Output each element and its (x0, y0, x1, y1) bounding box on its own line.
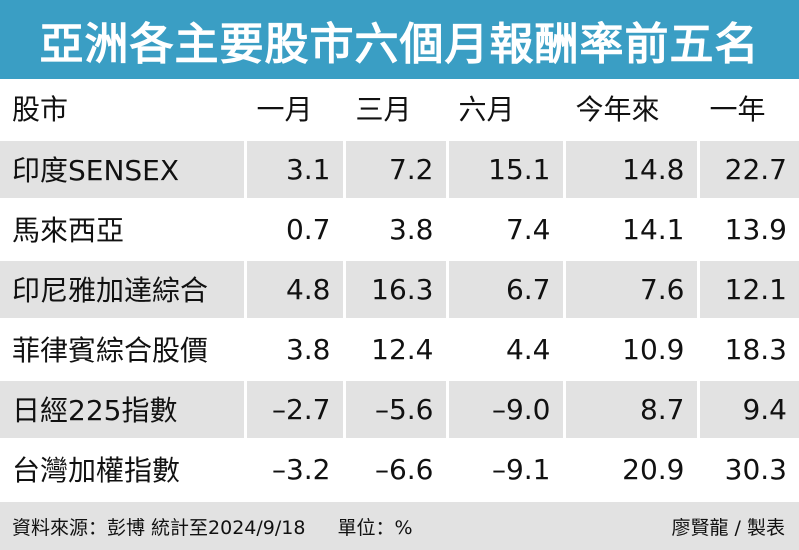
value-3-month: 12.4 (344, 319, 449, 381)
returns-table: 股市 一月 三月 六月 今年來 一年 印度SENSEX 3.1 7.2 15.1… (0, 79, 799, 501)
value-1-year: 13.9 (698, 199, 799, 261)
value-ytd: 10.9 (564, 319, 700, 381)
value-1-year: 12.1 (698, 259, 799, 321)
value-1-month: –2.7 (245, 379, 346, 441)
header-1-year: 一年 (698, 79, 799, 141)
value-6-month: 7.4 (447, 199, 566, 261)
unit-note: 單位：% (337, 516, 413, 539)
value-1-year: 9.4 (698, 379, 799, 441)
header-ytd: 今年來 (564, 79, 700, 141)
value-ytd: 14.1 (564, 199, 700, 261)
value-3-month: 3.8 (344, 199, 449, 261)
header-3-month: 三月 (344, 79, 449, 141)
title-bar: 亞洲各主要股市六個月報酬率前五名 (0, 0, 799, 79)
table-row: 日經225指數 –2.7 –5.6 –9.0 8.7 9.4 (0, 379, 799, 441)
value-1-month: 4.8 (245, 259, 346, 321)
value-1-month: 3.1 (245, 139, 346, 201)
header-market: 股市 (0, 79, 247, 141)
value-ytd: 7.6 (564, 259, 700, 321)
value-3-month: 7.2 (344, 139, 449, 201)
value-6-month: 4.4 (447, 319, 566, 381)
value-1-year: 18.3 (698, 319, 799, 381)
page-title: 亞洲各主要股市六個月報酬率前五名 (39, 18, 760, 70)
credit-note: 廖賢龍 / 製表 (671, 516, 785, 539)
value-3-month: –6.6 (344, 439, 449, 501)
value-1-month: –3.2 (245, 439, 346, 501)
table-header-row: 股市 一月 三月 六月 今年來 一年 (0, 79, 799, 141)
market-name: 印度SENSEX (0, 139, 247, 201)
value-3-month: –5.6 (344, 379, 449, 441)
value-1-month: 0.7 (245, 199, 346, 261)
value-6-month: 15.1 (447, 139, 566, 201)
value-1-year: 30.3 (698, 439, 799, 501)
table-row: 台灣加權指數 –3.2 –6.6 –9.1 20.9 30.3 (0, 439, 799, 501)
value-ytd: 20.9 (564, 439, 700, 501)
table-row: 菲律賓綜合股價 3.8 12.4 4.4 10.9 18.3 (0, 319, 799, 381)
market-name: 台灣加權指數 (0, 439, 247, 501)
value-6-month: –9.1 (447, 439, 566, 501)
market-name: 馬來西亞 (0, 199, 247, 261)
value-ytd: 8.7 (564, 379, 700, 441)
market-name: 印尼雅加達綜合 (0, 259, 247, 321)
value-1-year: 22.7 (698, 139, 799, 201)
table-row: 印尼雅加達綜合 4.8 16.3 6.7 7.6 12.1 (0, 259, 799, 321)
header-6-month: 六月 (447, 79, 566, 141)
value-6-month: 6.7 (447, 259, 566, 321)
value-6-month: –9.0 (447, 379, 566, 441)
market-name: 菲律賓綜合股價 (0, 319, 247, 381)
source-note: 資料來源：彭博 統計至2024/9/18 (12, 516, 306, 539)
market-name: 日經225指數 (0, 379, 247, 441)
value-ytd: 14.8 (564, 139, 700, 201)
value-3-month: 16.3 (344, 259, 449, 321)
value-1-month: 3.8 (245, 319, 346, 381)
header-1-month: 一月 (245, 79, 346, 141)
footer: 資料來源：彭博 統計至2024/9/18 單位：% 廖賢龍 / 製表 (0, 502, 799, 550)
table-row: 馬來西亞 0.7 3.8 7.4 14.1 13.9 (0, 199, 799, 261)
table-row: 印度SENSEX 3.1 7.2 15.1 14.8 22.7 (0, 139, 799, 201)
footer-left: 資料來源：彭博 統計至2024/9/18 單位：% (12, 513, 413, 540)
